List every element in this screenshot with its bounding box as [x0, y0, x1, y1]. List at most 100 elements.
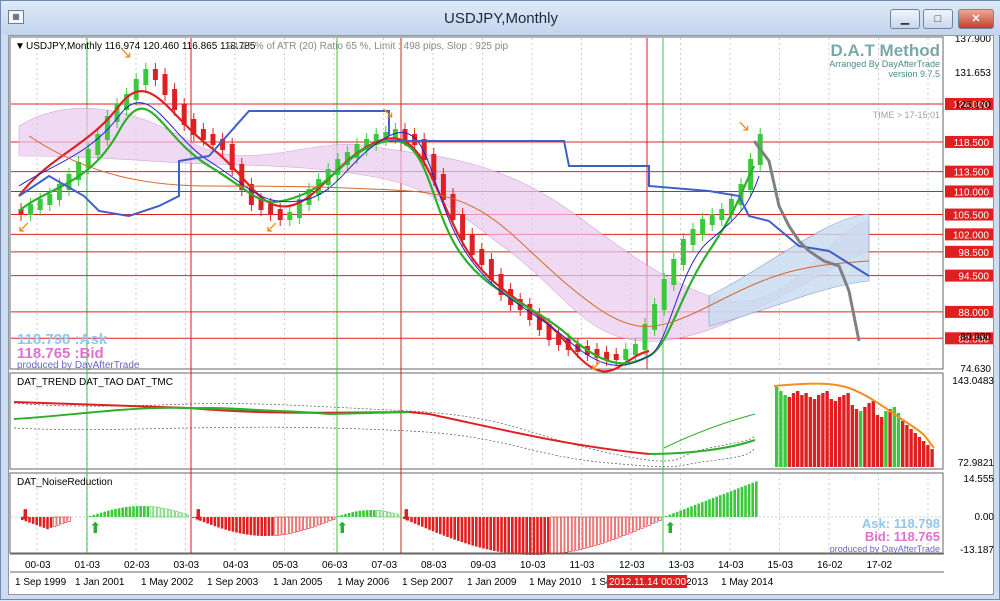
- candle-body: [47, 194, 53, 205]
- brand-version: version 9.7.5: [888, 69, 940, 79]
- symbol-info: USDJPY,Monthly 116.974 120.460 116.865 1…: [26, 41, 256, 52]
- ind1-bar: [892, 407, 896, 467]
- svg-text:↙: ↙: [265, 219, 278, 236]
- ind2-bar: [96, 513, 99, 517]
- ind1-bar: [888, 409, 892, 467]
- ind2-bar: [192, 517, 195, 518]
- svg-text:↘: ↘: [119, 45, 132, 62]
- date-label: 1 Sep 2003: [207, 577, 259, 588]
- date-label: 1 Jan 2001: [75, 577, 125, 588]
- ind2-bar: [92, 514, 96, 517]
- ind2-bar: [722, 493, 726, 517]
- ind2-bar: [708, 499, 711, 517]
- indicator1-signal-line: [773, 382, 935, 449]
- ind2-bar: [394, 513, 398, 518]
- ind1-axis-bottom: 72.9821: [958, 458, 995, 469]
- ind1-bar: [850, 405, 854, 467]
- bid-quote-bottom: Bid: 118.765: [865, 529, 940, 544]
- indicator1-lines: [13, 401, 756, 468]
- ind2-bar: [135, 506, 139, 517]
- candle-body: [296, 199, 302, 218]
- svg-text:↘: ↘: [737, 118, 750, 135]
- title-bar[interactable]: ▦ USDJPY,Monthly ▁ □ ✕: [1, 1, 1000, 35]
- ind2-bar: [651, 516, 655, 524]
- ind2-bar: [299, 516, 303, 532]
- ind2-bar: [220, 517, 224, 529]
- ind2-bar: [288, 516, 293, 534]
- ind2-bar: [132, 506, 135, 517]
- ind1-bar: [829, 399, 833, 467]
- level-tag: [945, 135, 993, 148]
- ind1-bar: [846, 393, 850, 467]
- ind1-bar: [783, 395, 787, 467]
- ind1-bar: [779, 391, 783, 467]
- signal-arrows: ↙ ↘ ↙ ↘ ↙ ↘: [17, 45, 750, 374]
- date-label: 1 Jan 2009: [467, 577, 517, 588]
- maximize-button[interactable]: □: [923, 9, 953, 29]
- ind2-bar: [199, 517, 202, 521]
- candle-body: [517, 299, 523, 310]
- candle-body: [104, 116, 110, 140]
- crosshair-date-label: 2012.11.14 00:00: [609, 577, 687, 588]
- ind1-bar: [871, 401, 875, 467]
- ind2-bar: [500, 517, 503, 553]
- ind2-bar: [24, 517, 28, 522]
- ind2-bar: [67, 516, 71, 522]
- price-chart[interactable]: 124.000 118.500 113.500 110.000 105.500 102.0…: [9, 34, 995, 596]
- ind2-bar: [629, 516, 633, 534]
- candle-body: [85, 149, 91, 168]
- price-axis-label: 131.653: [955, 68, 992, 79]
- ind2-bar: [383, 511, 387, 518]
- ind2-bar: [390, 512, 394, 518]
- chart-area[interactable]: 124.000 118.500 113.500 110.000 105.500 102.0…: [8, 34, 995, 596]
- candle-body: [613, 354, 619, 360]
- ind1-bar: [875, 415, 880, 467]
- ind2-bar: [489, 517, 492, 551]
- minimize-button[interactable]: ▁: [890, 9, 920, 29]
- period-label: 08-03: [421, 560, 447, 571]
- ind2-bar: [521, 517, 525, 555]
- candle-body: [546, 324, 552, 340]
- ind2-bar: [149, 506, 154, 518]
- ind2-bar: [532, 517, 536, 555]
- close-button[interactable]: ✕: [958, 9, 994, 29]
- date-label: 1 May 2002: [141, 577, 194, 588]
- candle-body: [220, 139, 226, 150]
- candle-body: [28, 204, 34, 215]
- level-label: 98.500: [958, 248, 989, 259]
- ind2-bar: [561, 516, 565, 554]
- price-axis-label: 80.900: [960, 332, 991, 343]
- candle-body: [431, 154, 437, 180]
- ind2-bar: [686, 507, 690, 517]
- ind2-bar: [507, 517, 510, 554]
- level-label: 83.000: [958, 334, 989, 345]
- candle-body: [56, 184, 62, 200]
- ind2-bar: [511, 517, 514, 554]
- candle-body: [287, 212, 293, 220]
- ind2-bar: [321, 516, 325, 524]
- candle-body: [623, 349, 629, 360]
- date-label: 1 May 2014: [721, 577, 774, 588]
- ind2-bar: [579, 516, 583, 550]
- ind1-bar: [917, 437, 922, 467]
- ind2-axis-bottom: -13.187: [960, 545, 994, 556]
- date-label: 1 Sep 2007: [402, 577, 454, 588]
- candle-body: [652, 304, 658, 330]
- ind2-bar: [213, 517, 217, 527]
- ind2-bar: [306, 516, 311, 529]
- candle-body: [114, 104, 120, 122]
- indicator1-histogram: [775, 387, 934, 467]
- candle-body: [661, 279, 667, 310]
- ind1-bar: [817, 395, 821, 467]
- ind1-bar: [808, 397, 812, 467]
- period-label: 09-03: [471, 560, 497, 571]
- candle-body: [143, 69, 149, 85]
- ind2-bar: [31, 517, 35, 524]
- period-label: 01-03: [75, 560, 101, 571]
- ind2-bar: [274, 516, 278, 536]
- svg-text:↙: ↙: [17, 219, 30, 236]
- level-tag: [945, 98, 993, 110]
- candle-body: [172, 89, 178, 110]
- indicator2-histogram: [21, 481, 758, 555]
- ind2-bar: [39, 517, 42, 527]
